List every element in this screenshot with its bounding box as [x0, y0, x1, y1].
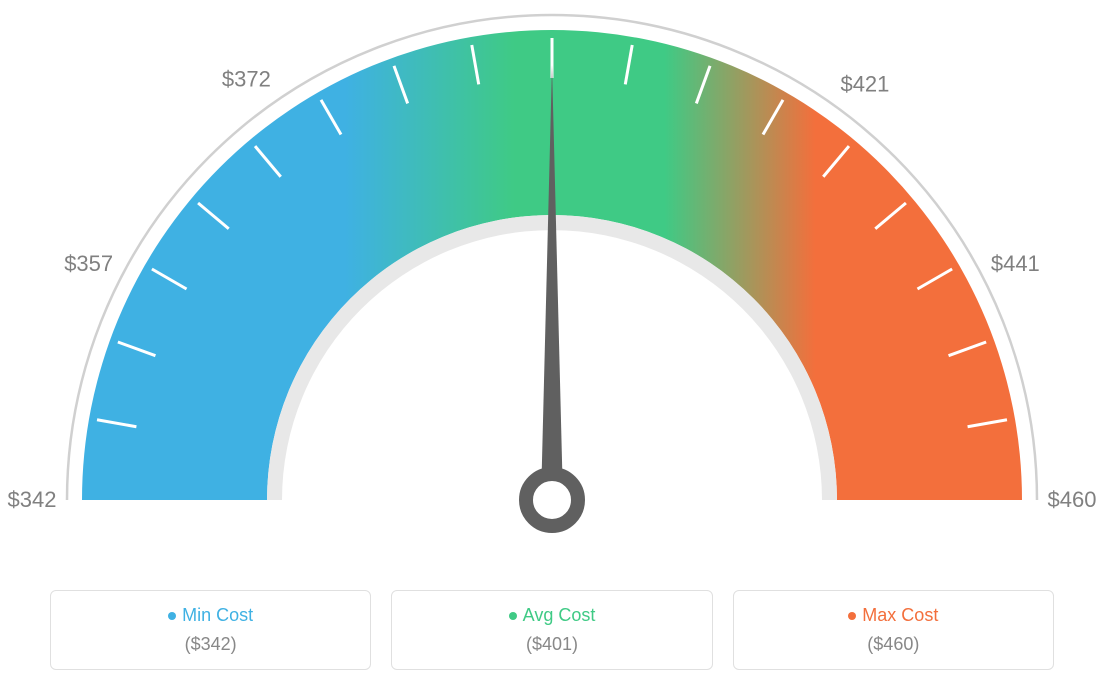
legend-max-title: Max Cost — [744, 605, 1043, 626]
gauge-tick-label: $372 — [222, 66, 271, 91]
legend-min: Min Cost ($342) — [50, 590, 371, 670]
legend-avg-title: Avg Cost — [402, 605, 701, 626]
legend-min-title: Min Cost — [61, 605, 360, 626]
gauge-chart: $342$357$372$401$421$441$460 — [0, 0, 1104, 580]
legend-max: Max Cost ($460) — [733, 590, 1054, 670]
legend-max-value: ($460) — [744, 634, 1043, 655]
legend-row: Min Cost ($342) Avg Cost ($401) Max Cost… — [50, 590, 1054, 670]
gauge-tick-label: $342 — [8, 487, 57, 512]
dot-max — [848, 612, 856, 620]
gauge-needle-hub — [526, 474, 578, 526]
gauge-tick-label: $441 — [991, 251, 1040, 276]
legend-avg-label: Avg Cost — [523, 605, 596, 625]
legend-avg: Avg Cost ($401) — [391, 590, 712, 670]
legend-max-label: Max Cost — [862, 605, 938, 625]
dot-min — [168, 612, 176, 620]
legend-min-label: Min Cost — [182, 605, 253, 625]
legend-min-value: ($342) — [61, 634, 360, 655]
cost-gauge-container: $342$357$372$401$421$441$460 Min Cost ($… — [0, 0, 1104, 690]
gauge-tick-label: $357 — [64, 251, 113, 276]
gauge-tick-label: $460 — [1048, 487, 1097, 512]
legend-avg-value: ($401) — [402, 634, 701, 655]
gauge-tick-label: $421 — [840, 72, 889, 97]
dot-avg — [509, 612, 517, 620]
